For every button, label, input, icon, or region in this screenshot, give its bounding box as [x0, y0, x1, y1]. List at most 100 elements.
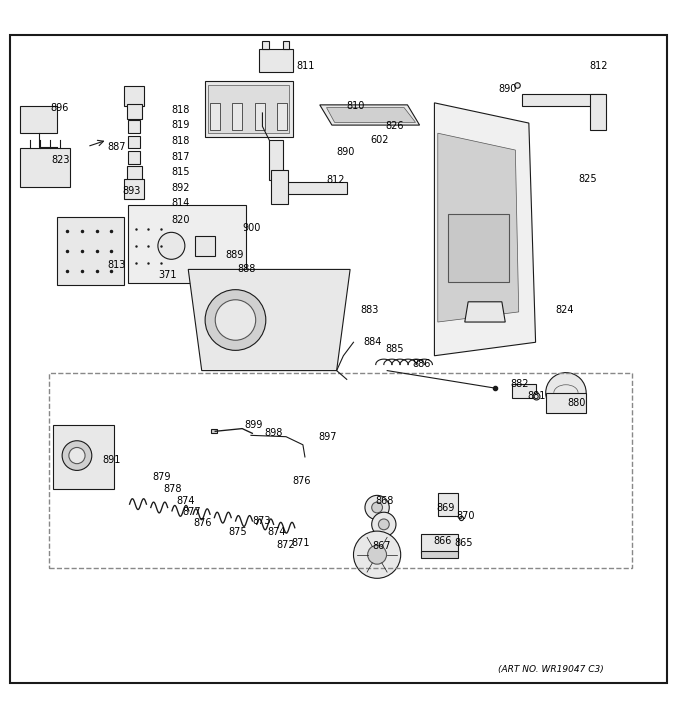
Text: 899: 899 — [244, 420, 262, 429]
Text: 820: 820 — [171, 215, 190, 225]
Text: 892: 892 — [171, 183, 190, 193]
Text: 867: 867 — [373, 541, 391, 551]
Bar — [129, 136, 140, 148]
Text: 813: 813 — [107, 260, 126, 270]
Circle shape — [365, 495, 389, 520]
Text: 885: 885 — [386, 344, 405, 354]
Text: 891: 891 — [103, 455, 121, 465]
Circle shape — [69, 447, 85, 464]
Text: 890: 890 — [498, 83, 517, 94]
Text: 889: 889 — [225, 249, 243, 260]
Circle shape — [62, 441, 92, 471]
Bar — [129, 120, 140, 133]
Bar — [210, 103, 220, 130]
Bar — [271, 170, 288, 204]
Bar — [128, 205, 245, 283]
Text: 815: 815 — [171, 167, 190, 178]
Bar — [259, 49, 293, 72]
Text: 865: 865 — [455, 538, 473, 548]
Circle shape — [372, 502, 382, 513]
Text: 818: 818 — [171, 104, 190, 115]
Bar — [522, 94, 603, 106]
Text: 875: 875 — [228, 528, 248, 537]
Text: 825: 825 — [578, 174, 597, 184]
Polygon shape — [464, 302, 505, 322]
Text: 879: 879 — [152, 472, 171, 482]
Circle shape — [205, 290, 266, 350]
Text: 868: 868 — [376, 496, 394, 506]
Text: 810: 810 — [347, 102, 365, 111]
Text: 897: 897 — [318, 431, 337, 442]
Bar — [273, 182, 347, 194]
Text: 823: 823 — [51, 155, 70, 165]
Text: 869: 869 — [437, 502, 455, 513]
Bar — [209, 85, 290, 133]
Text: 890: 890 — [337, 147, 355, 157]
Text: 811: 811 — [296, 61, 315, 71]
Polygon shape — [320, 105, 420, 125]
Bar — [269, 140, 283, 181]
Text: 900: 900 — [242, 223, 260, 233]
Text: 814: 814 — [171, 199, 190, 208]
Bar — [421, 534, 458, 552]
Bar — [233, 103, 243, 130]
Text: 898: 898 — [265, 428, 283, 439]
Circle shape — [158, 232, 185, 260]
Bar — [20, 106, 56, 133]
Text: 888: 888 — [237, 265, 256, 275]
Text: 824: 824 — [556, 305, 575, 315]
Circle shape — [216, 299, 256, 340]
Bar — [283, 41, 290, 49]
Bar — [49, 373, 632, 568]
Text: 812: 812 — [326, 175, 345, 186]
Text: 886: 886 — [412, 359, 430, 369]
Bar — [255, 103, 265, 130]
Bar — [277, 103, 288, 130]
Text: 884: 884 — [364, 337, 382, 347]
Text: 896: 896 — [50, 102, 69, 112]
Bar — [512, 384, 536, 397]
Text: 882: 882 — [510, 379, 528, 389]
Bar — [448, 214, 509, 281]
Bar — [262, 41, 269, 49]
Text: 812: 812 — [590, 61, 608, 71]
Bar — [124, 179, 144, 199]
Polygon shape — [326, 107, 415, 123]
Bar — [20, 148, 70, 187]
Text: 883: 883 — [360, 305, 379, 315]
Text: 826: 826 — [386, 122, 405, 131]
Text: 893: 893 — [123, 186, 141, 196]
Bar — [127, 166, 141, 181]
Text: 872: 872 — [276, 539, 294, 550]
Bar — [421, 551, 458, 558]
Bar — [124, 86, 144, 106]
Bar — [205, 81, 293, 136]
Circle shape — [379, 519, 389, 530]
Bar — [56, 218, 124, 285]
Bar — [590, 94, 607, 130]
Text: 877: 877 — [183, 507, 201, 517]
Text: (ART NO. WR19047 C3): (ART NO. WR19047 C3) — [498, 665, 605, 674]
Bar — [211, 428, 217, 433]
Circle shape — [368, 545, 386, 564]
Text: 371: 371 — [158, 270, 176, 280]
Text: 819: 819 — [171, 120, 190, 130]
Text: 880: 880 — [567, 398, 585, 408]
Text: 874: 874 — [176, 496, 194, 506]
Text: 881: 881 — [528, 392, 546, 401]
Polygon shape — [438, 133, 519, 322]
Bar — [127, 104, 141, 119]
Bar — [195, 236, 216, 256]
Bar — [53, 426, 114, 489]
Text: 817: 817 — [171, 152, 190, 162]
Text: 874: 874 — [268, 528, 286, 537]
Text: 602: 602 — [371, 135, 389, 145]
Text: 818: 818 — [171, 136, 190, 146]
Text: 873: 873 — [252, 516, 271, 526]
Circle shape — [372, 513, 396, 536]
Text: 871: 871 — [292, 538, 310, 548]
Polygon shape — [435, 103, 536, 356]
Bar — [129, 152, 140, 164]
Polygon shape — [188, 270, 350, 370]
Text: 876: 876 — [293, 476, 311, 486]
